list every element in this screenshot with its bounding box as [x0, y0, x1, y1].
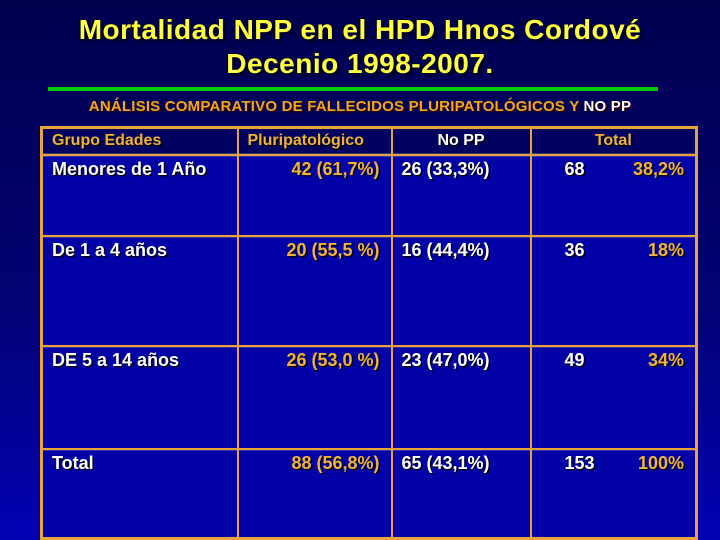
cell-total-count: 153	[564, 452, 595, 473]
cell-pluripatologico: 42 (61,7%)	[236, 153, 393, 237]
slide-subtitle: ANÁLISIS COMPARATIVO DE FALLECIDOS PLURI…	[0, 98, 720, 115]
cell-pluripatologico: 20 (55,5 %)	[236, 234, 393, 347]
cell-grupo: Total	[40, 447, 239, 540]
cell-total-count: 36	[564, 239, 585, 260]
cell-total-count: 49	[564, 349, 585, 370]
cell-grupo: Menores de 1 Año	[40, 153, 239, 237]
cell-total: 49 34%	[529, 344, 698, 450]
column-header-grupo-edades: Grupo Edades	[40, 126, 239, 156]
slide-title: Mortalidad NPP en el HPD Hnos Cordové De…	[0, 13, 720, 82]
column-header-no-pp: No PP	[390, 126, 532, 156]
cell-total: 36 18%	[529, 234, 698, 347]
subtitle-main-text: ANÁLISIS COMPARATIVO DE FALLECIDOS PLURI…	[88, 98, 580, 115]
green-divider-line	[48, 87, 658, 91]
cell-total: 68 38,2%	[529, 153, 698, 237]
mortality-table: Grupo Edades Pluripatológico No PP Total…	[40, 126, 698, 540]
cell-total-percent: 18%	[647, 239, 684, 260]
cell-total-count: 68	[564, 158, 585, 179]
table-row-menores-1-ano: Menores de 1 Año 42 (61,7%) 26 (33,3%) 6…	[40, 153, 698, 237]
cell-grupo: DE 5 a 14 años	[40, 344, 239, 450]
cell-no-pp: 26 (33,3%)	[390, 153, 532, 237]
cell-pluripatologico: 26 (53,0 %)	[236, 344, 393, 450]
cell-total-percent: 100%	[637, 452, 684, 473]
cell-grupo: De 1 a 4 años	[40, 234, 239, 347]
table-row-total: Total 88 (56,8%) 65 (43,1%) 153 100%	[40, 447, 698, 540]
cell-total: 153 100%	[529, 447, 698, 540]
column-header-pluripatologico: Pluripatológico	[236, 126, 393, 156]
table-header-row: Grupo Edades Pluripatológico No PP Total	[40, 126, 698, 156]
title-line-1: Mortalidad NPP en el HPD Hnos Cordové	[78, 14, 642, 45]
cell-pluripatologico: 88 (56,8%)	[236, 447, 393, 540]
table-row-1-a-4-anos: De 1 a 4 años 20 (55,5 %) 16 (44,4%) 36 …	[40, 234, 698, 347]
column-header-total: Total	[529, 126, 698, 156]
title-line-2: Decenio 1998-2007.	[226, 48, 494, 80]
cell-no-pp: 23 (47,0%)	[390, 344, 532, 450]
table-row-5-a-14-anos: DE 5 a 14 años 26 (53,0 %) 23 (47,0%) 49…	[40, 344, 698, 450]
subtitle-suffix-text: NO PP	[583, 98, 632, 115]
cell-total-percent: 34%	[647, 349, 684, 370]
cell-total-percent: 38,2%	[632, 158, 684, 179]
cell-no-pp: 65 (43,1%)	[390, 447, 532, 540]
cell-no-pp: 16 (44,4%)	[390, 234, 532, 347]
